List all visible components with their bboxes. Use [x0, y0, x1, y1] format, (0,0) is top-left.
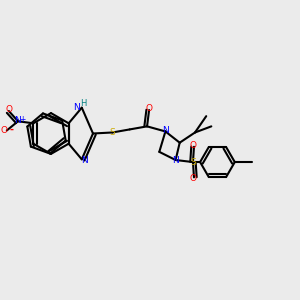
Text: O: O — [5, 105, 12, 114]
Text: N: N — [172, 156, 179, 165]
Text: +: + — [19, 115, 25, 124]
Text: H: H — [80, 99, 86, 108]
Text: O: O — [190, 174, 197, 183]
Text: S: S — [190, 158, 196, 166]
Text: O: O — [146, 104, 153, 113]
Text: S: S — [110, 128, 115, 137]
Text: N: N — [81, 156, 88, 165]
Text: O: O — [1, 126, 8, 135]
Text: O: O — [190, 141, 197, 150]
Text: N: N — [14, 116, 21, 125]
Text: N: N — [162, 126, 169, 135]
Text: N: N — [74, 103, 80, 112]
Text: -: - — [9, 124, 13, 134]
